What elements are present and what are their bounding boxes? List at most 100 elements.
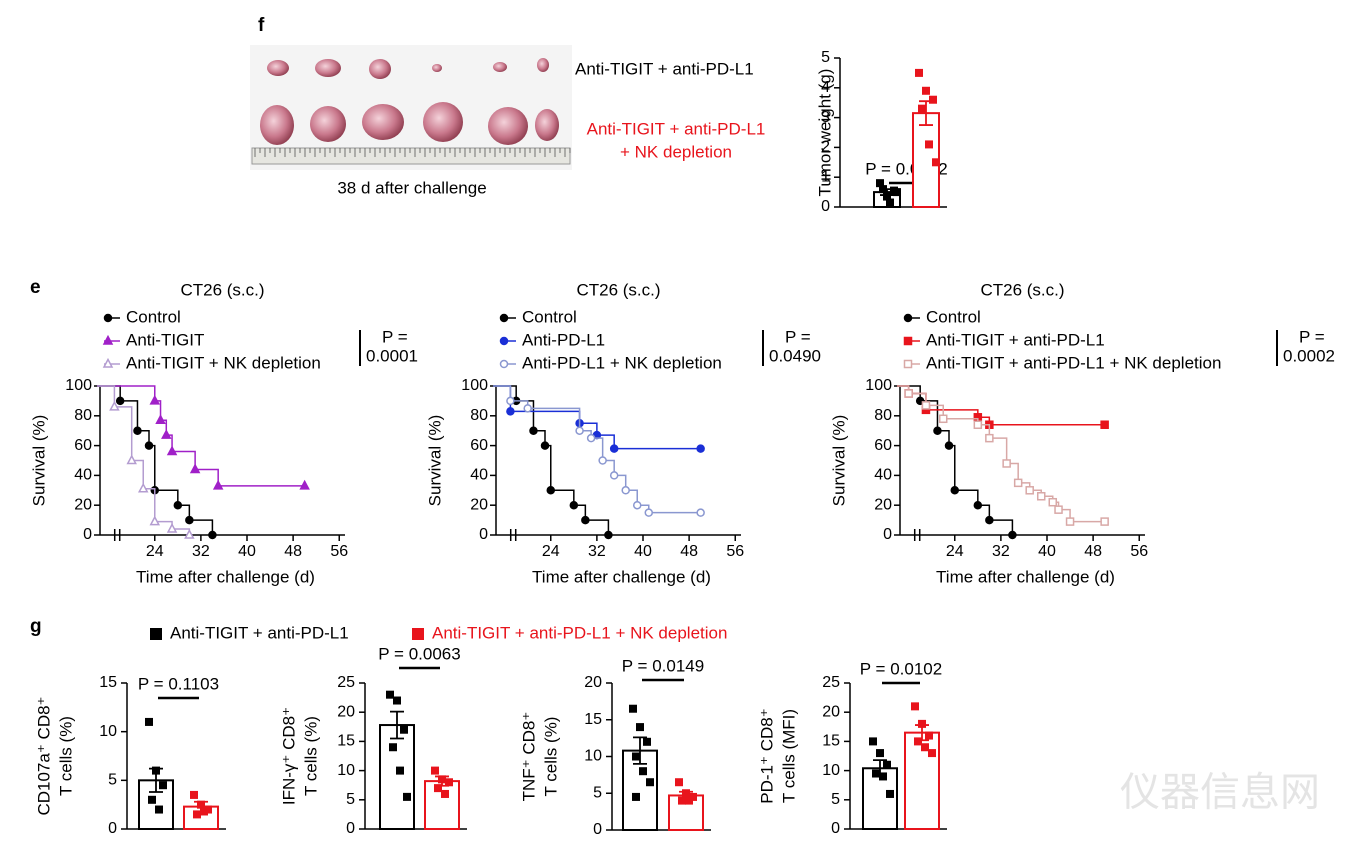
- y-axis-label: T cells (MFI): [779, 709, 798, 803]
- tumor: [488, 107, 528, 145]
- survival-marker: [155, 414, 166, 425]
- survival-marker: [184, 528, 195, 539]
- data-point: [148, 795, 156, 804]
- x-tick-label: 40: [634, 543, 652, 560]
- survival-marker: [985, 515, 994, 525]
- p-value: P = 0.0063: [378, 644, 460, 663]
- data-point: [925, 731, 933, 740]
- y-tick-label: 5: [831, 791, 840, 808]
- y-tick-label: 0: [108, 820, 117, 837]
- survival-marker: [529, 426, 538, 435]
- y-tick-label: 0: [346, 820, 355, 837]
- survival-marker: [1065, 517, 1075, 526]
- survival-marker: [540, 441, 550, 450]
- y-tick-label: 0: [821, 198, 830, 215]
- x-tick-label: 32: [588, 543, 606, 560]
- y-tick-label: 80: [874, 407, 892, 424]
- y-axis-label: TNF⁺ CD8⁺: [519, 712, 538, 802]
- axis-break: [913, 529, 921, 541]
- y-tick-label: 60: [874, 437, 892, 454]
- photo-label: Anti-TIGIT + anti-PD-L1: [575, 59, 754, 78]
- data-point: [872, 769, 880, 778]
- data-point: [921, 743, 929, 752]
- y-tick-label: 20: [822, 703, 840, 720]
- data-point: [915, 68, 923, 77]
- tumor: [315, 59, 341, 77]
- legend-label: Control: [926, 307, 981, 326]
- legend-marker: [903, 336, 913, 346]
- x-tick-label: 24: [542, 543, 560, 560]
- survival-marker: [208, 530, 217, 540]
- data-point: [879, 772, 887, 781]
- data-point: [396, 766, 404, 775]
- survival-marker: [609, 471, 619, 480]
- legend-marker: [103, 313, 113, 323]
- data-point: [438, 775, 446, 784]
- data-point: [190, 790, 198, 799]
- watermark: 仪器信息网: [1120, 771, 1320, 815]
- legend-label: Anti-TIGIT + NK depletion: [126, 353, 321, 372]
- data-point: [879, 185, 887, 194]
- bar: [424, 780, 460, 830]
- y-tick-label: 100: [461, 377, 488, 394]
- y-tick-label: 20: [74, 496, 92, 513]
- data-point: [876, 179, 884, 188]
- y-axis-label: PD-1⁺ CD8⁺: [757, 708, 776, 803]
- y-tick-label: 60: [74, 437, 92, 454]
- axis-break: [113, 529, 121, 541]
- y-axis-label: Survival (%): [829, 415, 848, 507]
- survival-marker: [506, 407, 515, 416]
- x-tick-label: 32: [992, 543, 1010, 560]
- y-axis-label: T cells (%): [541, 717, 560, 797]
- tumor-photo: [250, 45, 572, 170]
- survival-marker: [166, 445, 178, 456]
- survival-marker: [586, 433, 596, 443]
- y-tick-label: 15: [822, 733, 840, 750]
- y-axis-label: Survival (%): [425, 415, 444, 507]
- tumor: [423, 102, 463, 142]
- x-tick-label: 40: [1038, 543, 1056, 560]
- legend-swatch: [412, 628, 424, 640]
- chart-title: CT26 (s.c.): [180, 280, 264, 299]
- y-tick-label: 10: [822, 762, 840, 779]
- survival-marker: [1036, 492, 1046, 501]
- survival-marker: [523, 404, 532, 413]
- data-point: [445, 778, 453, 787]
- survival-curve: [97, 385, 214, 535]
- x-axis-label: Time after challenge (d): [532, 567, 711, 586]
- panel-label: e: [30, 277, 41, 298]
- data-point: [636, 723, 644, 732]
- survival-marker: [506, 396, 515, 406]
- x-tick-label: 56: [1130, 543, 1148, 560]
- y-tick-label: 20: [584, 674, 602, 691]
- bar: [904, 731, 940, 831]
- legend-label: Anti-TIGIT: [126, 330, 204, 349]
- survival-marker: [1008, 530, 1017, 540]
- survival-marker: [1002, 459, 1011, 468]
- x-axis-label: Time after challenge (d): [936, 567, 1115, 586]
- legend-label: Anti-TIGIT + anti-PD-L1 + NK depletion: [432, 623, 727, 642]
- tumor: [535, 109, 559, 141]
- y-tick-label: 20: [337, 703, 355, 720]
- survival-marker: [604, 530, 613, 540]
- data-point: [197, 800, 205, 809]
- survival-marker: [609, 444, 619, 453]
- y-axis-label: Survival (%): [29, 415, 48, 507]
- data-point: [925, 140, 933, 149]
- legend-label: Anti-TIGIT + anti-PD-L1: [170, 623, 349, 642]
- y-axis-label: CD107a⁺ CD8⁺: [34, 696, 53, 815]
- legend-marker: [903, 359, 913, 369]
- survival-marker: [569, 500, 579, 510]
- data-point: [886, 789, 894, 798]
- p-value: P =: [785, 327, 811, 346]
- y-tick-label: 10: [337, 762, 355, 779]
- y-tick-label: 25: [822, 674, 840, 691]
- survival-marker: [973, 500, 983, 510]
- y-tick-label: 10: [584, 748, 602, 765]
- survival-marker: [109, 400, 120, 411]
- legend-marker: [102, 334, 114, 345]
- y-tick-label: 0: [479, 526, 488, 543]
- survival-marker: [921, 401, 931, 410]
- y-tick-label: 15: [99, 674, 117, 691]
- data-point: [152, 766, 160, 775]
